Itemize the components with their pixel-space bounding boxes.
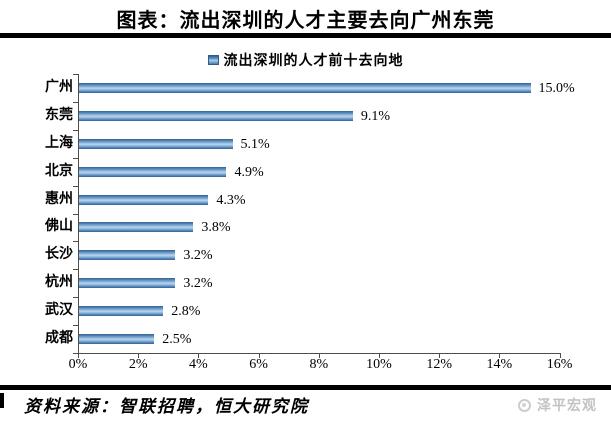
y-axis-tick xyxy=(73,102,78,103)
y-axis-tick xyxy=(73,269,78,270)
value-label: 3.8% xyxy=(201,220,231,236)
x-axis-tick xyxy=(78,354,79,358)
chart-title: 图表：流出深圳的人才主要去向广州东莞 xyxy=(116,10,495,32)
bar xyxy=(79,278,176,289)
bar xyxy=(79,194,209,205)
watermark-label: 泽平宏观 xyxy=(537,399,597,414)
y-axis-tick xyxy=(73,214,78,215)
watermark-logo-icon xyxy=(518,398,531,412)
x-tick-label: 4% xyxy=(189,357,208,372)
x-tick-label: 16% xyxy=(546,357,573,372)
category-label: 成都 xyxy=(45,331,73,347)
y-axis-tick xyxy=(73,130,78,131)
bar xyxy=(79,138,233,149)
category-label: 佛山 xyxy=(45,219,73,235)
category-label: 杭州 xyxy=(45,275,73,291)
bar xyxy=(79,110,353,121)
x-tick-label: 10% xyxy=(366,357,392,372)
x-axis xyxy=(78,353,561,354)
footer-divider-rule xyxy=(0,385,611,390)
bar xyxy=(79,334,155,345)
value-label: 2.8% xyxy=(171,304,201,320)
y-axis-tick xyxy=(73,353,78,354)
y-axis-tick xyxy=(73,74,78,75)
value-label: 4.3% xyxy=(216,192,246,208)
value-label: 3.2% xyxy=(183,276,213,292)
x-tick-label: 12% xyxy=(426,357,453,372)
value-label: 2.5% xyxy=(162,332,192,348)
x-axis-tick xyxy=(258,354,260,358)
y-axis xyxy=(78,74,79,354)
x-tick-label: 2% xyxy=(128,357,148,372)
legend-marker-icon xyxy=(207,55,219,65)
x-axis-tick xyxy=(379,354,380,358)
bar xyxy=(79,82,531,93)
left-edge-mark xyxy=(0,393,4,408)
x-tick-label: 6% xyxy=(249,357,268,372)
x-axis-tick xyxy=(559,354,561,358)
y-axis-tick xyxy=(73,186,78,187)
x-tick-label: 0% xyxy=(68,357,88,372)
source-note: 资料来源：智联招聘，恒大研究院 xyxy=(24,397,309,416)
plot-area: 广州 15.0% 东莞 9.1% 上海 5.1% 北京 4.9% 惠州 4.3% 佛山 3.8% 长沙 3… xyxy=(0,74,611,358)
watermark: 泽平宏观 xyxy=(518,395,597,415)
x-tick-label: 8% xyxy=(309,357,329,372)
category-label: 东莞 xyxy=(45,107,73,123)
category-label: 长沙 xyxy=(45,247,73,263)
value-label: 5.1% xyxy=(240,136,270,152)
x-axis-tick xyxy=(198,354,200,358)
y-axis-tick xyxy=(73,297,78,298)
category-label: 上海 xyxy=(45,135,73,151)
category-label: 广州 xyxy=(45,79,73,95)
category-label: 武汉 xyxy=(45,303,73,319)
value-label: 15.0% xyxy=(538,80,575,96)
x-axis-tick xyxy=(318,354,320,358)
value-label: 3.2% xyxy=(183,248,213,264)
x-tick-label: 14% xyxy=(486,357,513,372)
bar xyxy=(79,166,227,177)
x-axis-tick xyxy=(439,354,441,358)
category-label: 惠州 xyxy=(45,191,73,207)
category-label: 北京 xyxy=(45,163,73,179)
bar xyxy=(79,222,194,233)
title-divider-rule xyxy=(0,33,611,38)
y-axis-tick xyxy=(73,158,78,159)
bar xyxy=(79,250,176,261)
value-label: 9.1% xyxy=(360,108,391,124)
legend: 流出深圳的人才前十去向地 xyxy=(0,50,611,70)
bar xyxy=(79,306,164,317)
y-axis-tick xyxy=(73,241,78,242)
y-axis-tick xyxy=(73,325,78,326)
x-axis-tick xyxy=(499,354,501,358)
value-label: 4.9% xyxy=(234,164,264,180)
legend-label: 流出深圳的人才前十去向地 xyxy=(223,54,404,69)
x-axis-tick xyxy=(138,354,140,358)
